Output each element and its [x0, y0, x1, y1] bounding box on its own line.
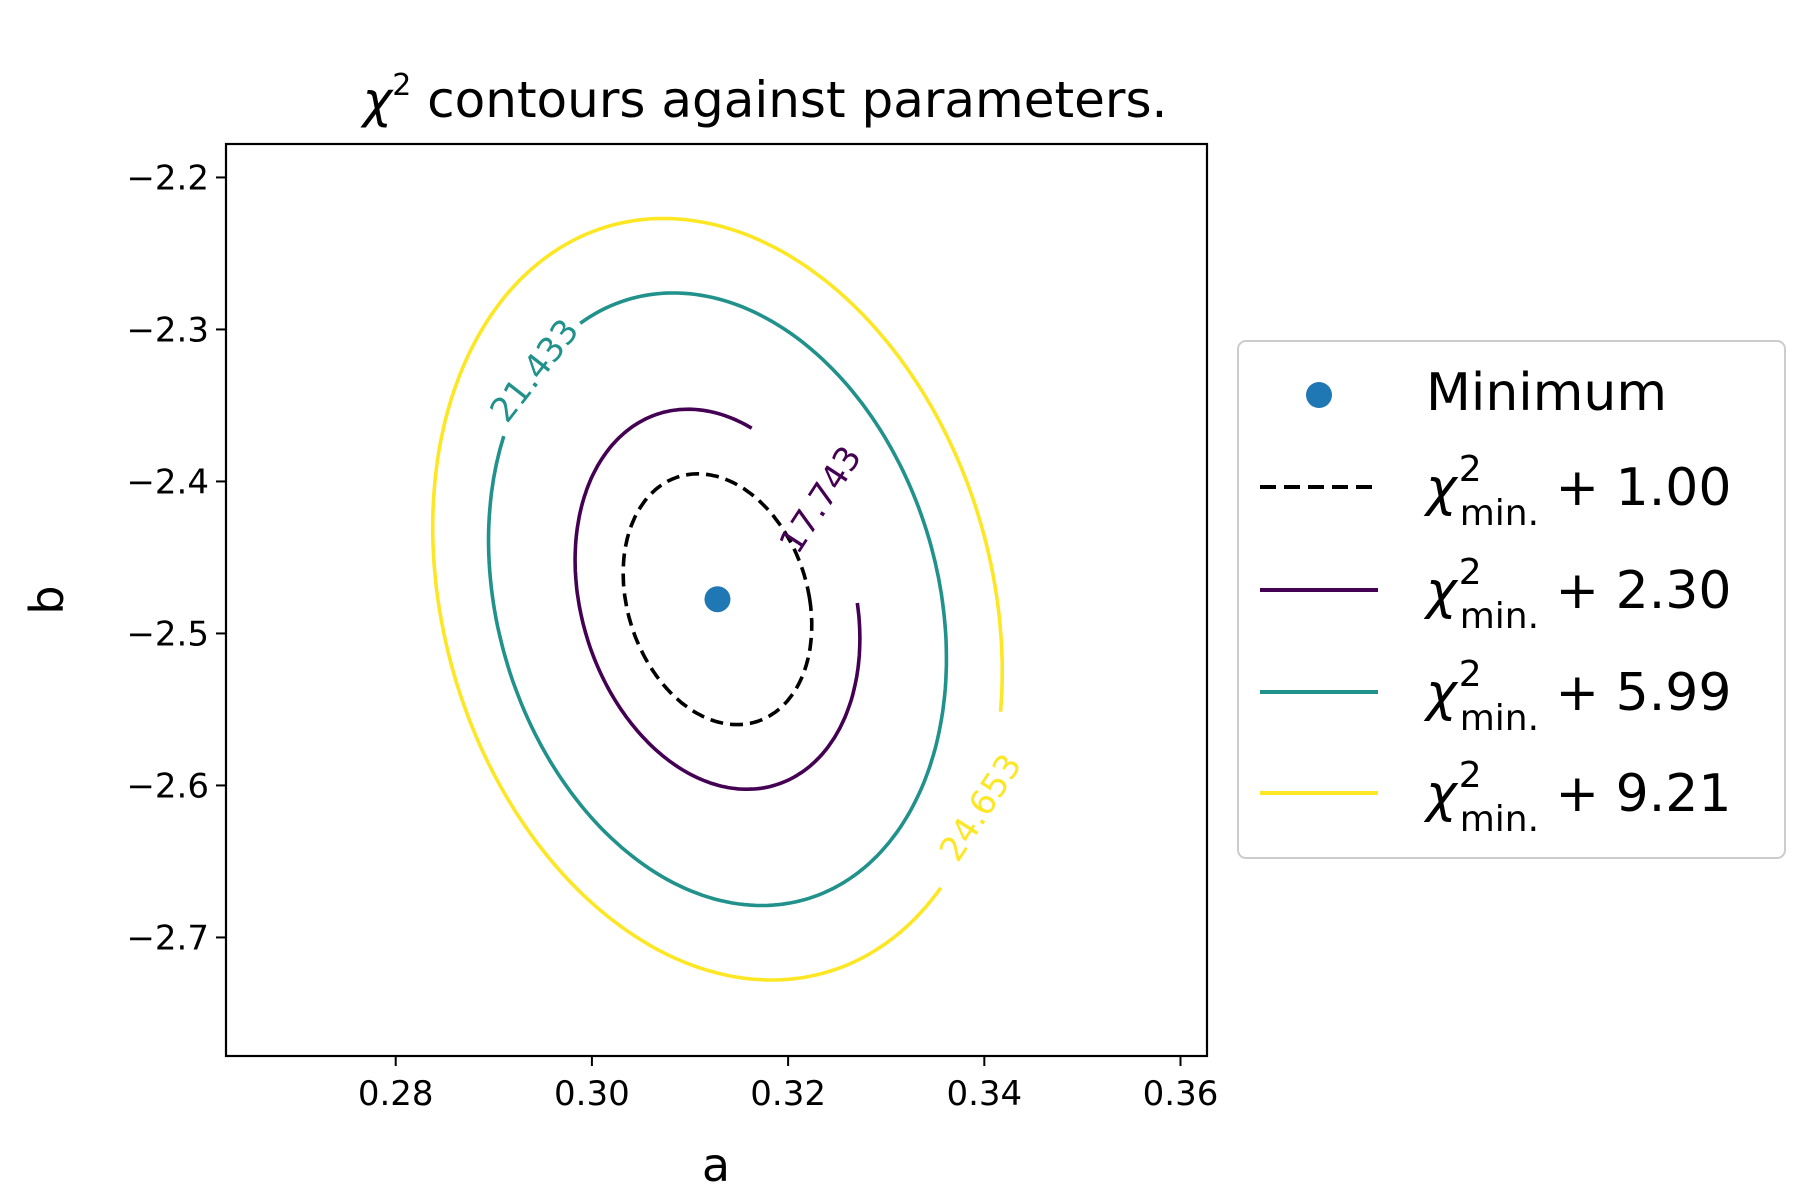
contour-label-2: 17.743	[772, 439, 870, 561]
y-tick-label: −2.7	[126, 918, 209, 958]
contour-line-3	[486, 291, 949, 908]
legend-label-2: χ2 min. + 2.30	[1423, 552, 1731, 637]
legend-label-4: χ2 min. + 9.21	[1423, 755, 1731, 840]
x-axis-label: a	[702, 1138, 730, 1192]
y-axis-label: b	[20, 585, 74, 614]
x-tick-label: 0.28	[358, 1074, 434, 1114]
x-tick-label: 0.36	[1143, 1074, 1219, 1114]
legend-marker-minimum	[1306, 382, 1332, 408]
contour-line-1	[621, 471, 814, 727]
y-tick-label: −2.6	[126, 766, 209, 806]
contour-line-4	[430, 216, 1004, 982]
legend-box	[1237, 340, 1786, 859]
chart-title: χ2 contours against parameters.	[360, 68, 1168, 129]
x-tick-label: 0.32	[750, 1074, 826, 1114]
legend: Minimum χ2 min. + 1.00 χ2 min. + 2.30 χ2 min. …	[1237, 340, 1786, 859]
y-tick-label: −2.2	[126, 158, 209, 198]
minimum-point	[704, 586, 731, 613]
plot-area: 17.743 21.433 24.653	[430, 216, 1030, 982]
legend-label-3: χ2 min. + 5.99	[1423, 654, 1731, 739]
plot-frame	[224, 142, 1209, 1058]
y-tick-label: −2.3	[126, 310, 209, 350]
contour-label-3: 21.433	[483, 312, 588, 430]
contour-line-2	[573, 407, 862, 791]
x-tick-label: 0.30	[554, 1074, 630, 1114]
legend-label-minimum: Minimum	[1426, 363, 1667, 423]
x-tick-label: 0.34	[946, 1074, 1022, 1114]
y-tick-label: −2.5	[126, 614, 209, 654]
contour-label-4: 24.653	[932, 747, 1030, 869]
y-tick-label: −2.4	[126, 462, 209, 502]
y-axis: −2.2 −2.3 −2.4 −2.5 −2.6 −2.7	[126, 158, 226, 958]
legend-label-1: χ2 min. + 1.00	[1423, 449, 1731, 534]
x-axis: 0.28 0.30 0.32 0.34 0.36	[358, 1056, 1219, 1114]
